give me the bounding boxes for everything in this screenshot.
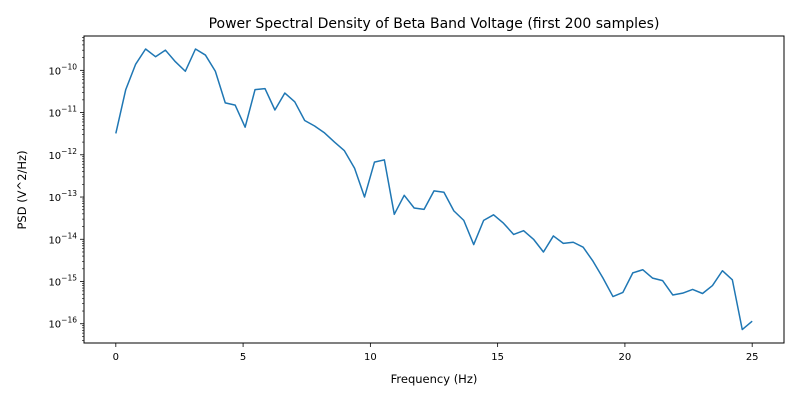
y-tick-label: 10−15 (48, 274, 77, 289)
y-tick-label: 10−10 (48, 62, 77, 77)
plot-frame (83, 35, 785, 344)
plot-area (115, 48, 753, 331)
x-axis-label: Frequency (Hz) (391, 372, 478, 386)
x-tick-label: 0 (113, 352, 119, 363)
x-tick-label: 20 (619, 352, 632, 363)
x-tick-label: 25 (746, 352, 759, 363)
x-tick-label: 15 (491, 352, 504, 363)
x-tick-label: 5 (240, 352, 246, 363)
y-tick-label: 10−11 (48, 105, 77, 120)
x-axis-ticks: 0 5 10 15 20 25 (113, 343, 759, 363)
y-tick-label: 10−16 (48, 316, 77, 331)
psd-series-line (115, 48, 753, 331)
y-tick-label: 10−12 (48, 147, 77, 162)
x-tick-label: 10 (364, 352, 377, 363)
y-axis-label: PSD (V^2/Hz) (15, 150, 29, 229)
y-tick-label: 10−14 (48, 231, 77, 246)
y-tick-label: 10−13 (48, 189, 77, 204)
chart-title: Power Spectral Density of Beta Band Volt… (209, 16, 660, 32)
